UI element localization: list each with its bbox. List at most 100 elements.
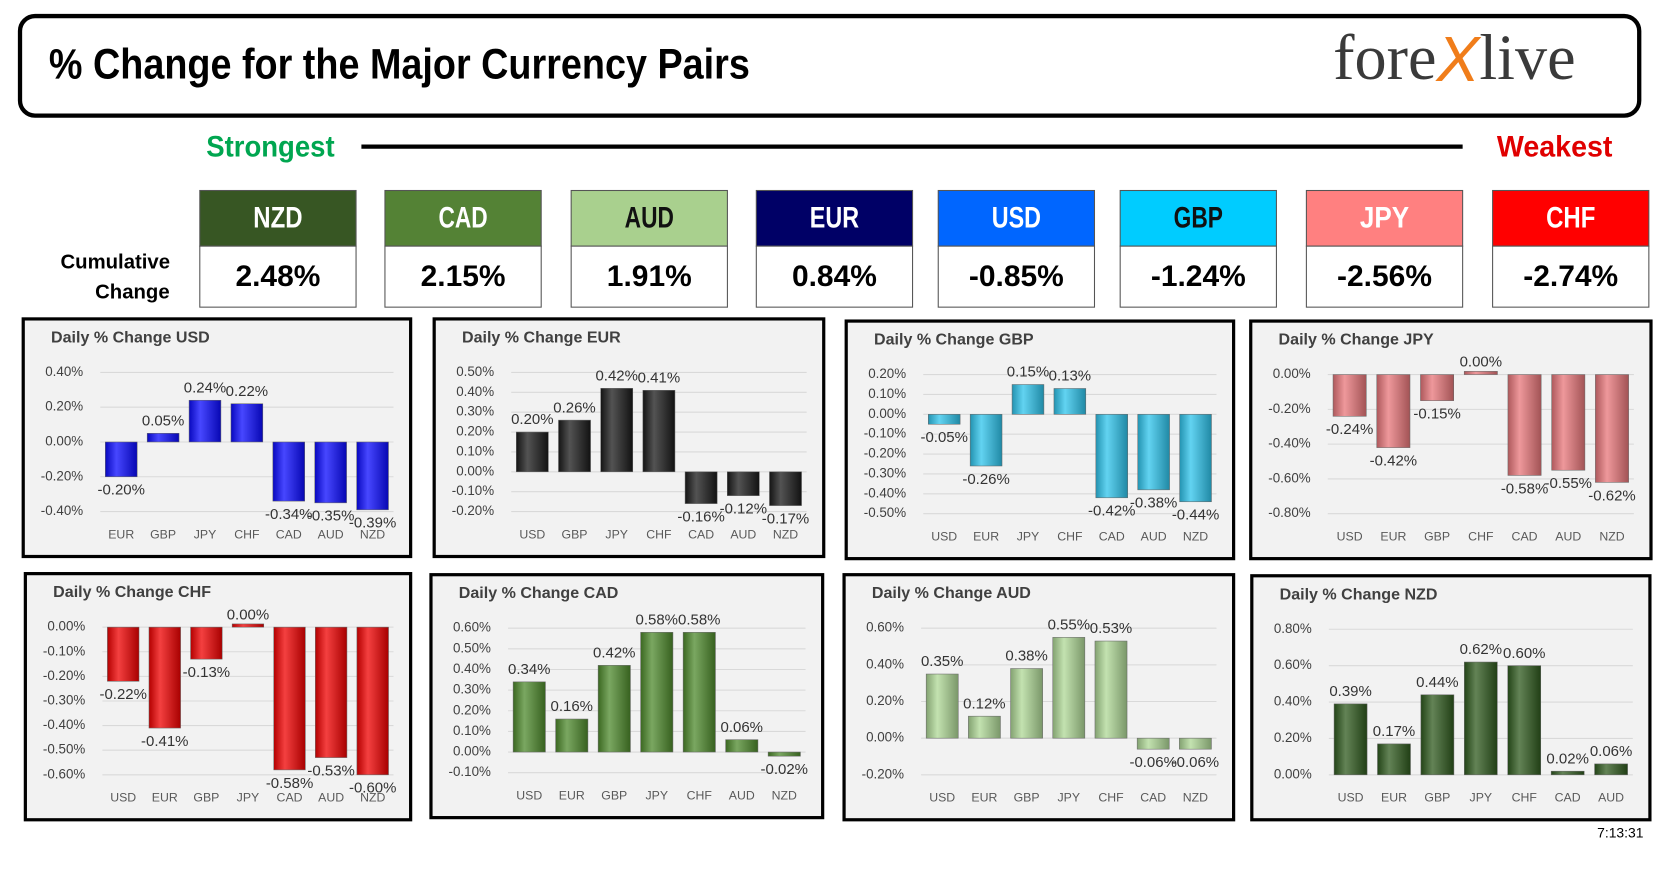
x-tick-label: AUD: [729, 788, 755, 802]
currency-change: 2.15%: [421, 260, 506, 293]
x-tick-label: CHF: [1098, 791, 1124, 805]
x-tick-label: CHF: [646, 527, 672, 541]
bar: [1136, 737, 1170, 750]
currency-change: -0.85%: [969, 260, 1064, 293]
bar: [188, 399, 222, 443]
bar: [1376, 374, 1411, 448]
y-tick-label: 0.00%: [45, 434, 83, 449]
value-label: 0.15%: [1007, 364, 1049, 381]
value-label: 0.24%: [184, 379, 226, 396]
y-tick-label: -0.10%: [864, 426, 906, 441]
y-tick-label: 0.00%: [866, 730, 904, 745]
x-tick-label: JPY: [1017, 529, 1040, 543]
timestamp: 7:13:31: [1597, 824, 1644, 840]
value-label: -0.16%: [677, 508, 724, 525]
value-label: 0.58%: [636, 612, 678, 629]
currency-value-cell: [1492, 245, 1650, 308]
y-tick-label: -0.60%: [43, 766, 85, 781]
x-tick-label: CAD: [1140, 791, 1166, 805]
value-label: 0.39%: [1329, 683, 1371, 700]
bar: [727, 471, 760, 496]
bar: [1137, 414, 1170, 491]
currency-header: [384, 189, 542, 247]
bar: [272, 441, 305, 502]
bar: [273, 626, 306, 771]
x-tick-label: GBP: [1014, 791, 1040, 805]
value-label: -0.22%: [99, 686, 146, 703]
y-tick-label: 0.10%: [456, 443, 494, 458]
header-box: [17, 13, 1642, 118]
chart-title: Daily % Change CAD: [459, 584, 619, 602]
x-tick-label: CHF: [1057, 529, 1083, 543]
x-tick-label: GBP: [193, 791, 219, 805]
chart-title: Daily % Change GBP: [874, 331, 1034, 349]
x-tick-label: USD: [516, 788, 542, 802]
value-label: -0.26%: [962, 471, 1009, 488]
x-tick-label: NZD: [772, 788, 797, 802]
value-label: -0.60%: [349, 780, 396, 797]
logo-right: live: [1479, 22, 1575, 93]
currency-header: [199, 189, 357, 247]
y-tick-label: 0.30%: [456, 404, 494, 419]
bar: [968, 715, 1001, 739]
value-label: -0.17%: [762, 510, 809, 527]
value-label: 0.38%: [1005, 648, 1047, 665]
bar: [1010, 668, 1043, 739]
value-label: -0.58%: [1501, 480, 1548, 497]
currency-value-cell: [1119, 245, 1277, 308]
x-tick-label: EUR: [108, 527, 134, 541]
value-label: 0.22%: [226, 383, 268, 400]
x-tick-label: USD: [929, 791, 955, 805]
bar: [597, 665, 631, 753]
bar: [512, 681, 546, 753]
y-tick-label: 0.40%: [45, 364, 83, 379]
y-tick-label: 0.30%: [453, 682, 491, 697]
bar: [146, 433, 180, 443]
chart-title: Daily % Change EUR: [462, 328, 621, 346]
currency-header: [570, 189, 728, 247]
value-label: -0.53%: [307, 762, 354, 779]
y-tick-label: 0.00%: [453, 744, 491, 759]
bar: [1507, 665, 1542, 776]
bar: [1550, 770, 1585, 776]
x-tick-label: AUD: [1598, 791, 1624, 805]
currency-name: GBP: [1174, 201, 1223, 234]
logo: foreXlive: [1333, 22, 1575, 95]
strongest-label: Strongest: [206, 131, 334, 164]
value-label: -0.55%: [1545, 475, 1592, 492]
y-tick-label: -0.50%: [864, 505, 906, 520]
bar: [1052, 637, 1086, 739]
y-tick-label: -0.20%: [1268, 401, 1310, 416]
bar: [925, 673, 959, 739]
y-tick-label: -0.50%: [43, 742, 85, 757]
bar: [1420, 694, 1455, 776]
y-tick-label: -0.10%: [449, 764, 491, 779]
bar: [769, 471, 802, 506]
value-label: -0.06%: [1129, 754, 1176, 771]
x-tick-label: EUR: [1380, 529, 1406, 543]
y-tick-label: -0.20%: [43, 668, 85, 683]
value-label: -0.44%: [1172, 507, 1219, 524]
x-tick-label: USD: [931, 529, 957, 543]
y-tick-label: 0.00%: [868, 406, 906, 421]
cumulative-label: Cumulative: [60, 252, 170, 274]
x-tick-label: JPY: [605, 527, 628, 541]
x-tick-label: CAD: [1555, 791, 1581, 805]
x-tick-label: NZD: [1183, 791, 1208, 805]
y-tick-label: -0.10%: [43, 643, 85, 658]
x-tick-label: NZD: [1183, 529, 1208, 543]
currency-name: NZD: [253, 201, 302, 234]
x-tick-label: NZD: [773, 527, 798, 541]
x-tick-label: GBP: [150, 527, 176, 541]
x-tick-label: EUR: [973, 529, 999, 543]
x-tick-label: GBP: [601, 788, 627, 802]
value-label: 0.55%: [1048, 617, 1090, 634]
currency-value-cell: [570, 245, 728, 308]
x-tick-label: CAD: [688, 527, 714, 541]
x-tick-label: EUR: [971, 791, 997, 805]
bar: [640, 632, 674, 753]
currency-name: EUR: [810, 201, 860, 234]
bar: [682, 632, 716, 753]
logo-mark: X: [1435, 23, 1482, 95]
